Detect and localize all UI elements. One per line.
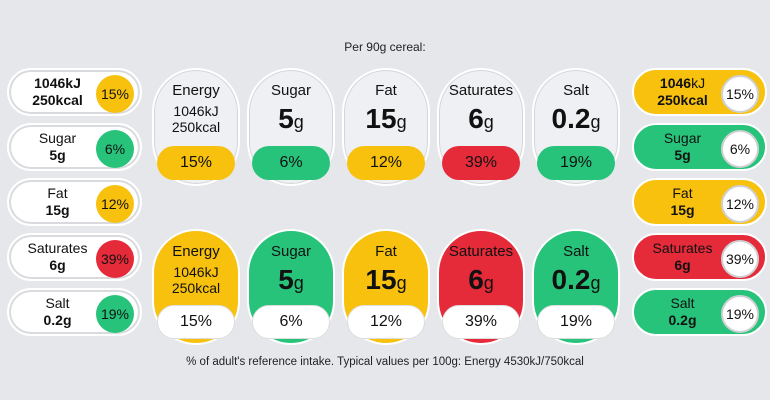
top-fat-card: Fat 15g 12% bbox=[342, 68, 430, 186]
card-pct: 15% bbox=[157, 305, 235, 339]
bottom-sugar-card: Sugar 5g 6% bbox=[247, 229, 335, 345]
energy-kcal: 250kcal bbox=[657, 92, 708, 108]
right-label-column: 1046kJ 250kcal 15% Sugar 5g 6% Fat 15g 12% … bbox=[632, 68, 767, 336]
top-label-row: Energy 1046kJ 250kcal 15% Sugar 5g 6% Fat… bbox=[152, 68, 620, 186]
card-value: 0.2 bbox=[551, 103, 591, 134]
sugar-value: 5g bbox=[49, 147, 66, 163]
card-unit: g bbox=[483, 273, 494, 293]
sugar-pct-circle: 6% bbox=[96, 130, 134, 168]
card-name: Energy bbox=[172, 243, 220, 260]
right-salt-pill: Salt 0.2g 19% bbox=[632, 288, 767, 336]
card-pct: 39% bbox=[442, 146, 520, 180]
left-sugar-pill: Sugar 5g 6% bbox=[7, 123, 142, 171]
top-salt-card: Salt 0.2g 19% bbox=[532, 68, 620, 186]
card-value: 15 bbox=[365, 264, 397, 295]
card-unit: g bbox=[590, 112, 601, 132]
card-unit: g bbox=[396, 273, 407, 293]
card-pct: 15% bbox=[157, 146, 235, 180]
card-value: 6 bbox=[468, 264, 484, 295]
card-unit: g bbox=[293, 112, 304, 132]
card-unit: g bbox=[483, 112, 494, 132]
left-fat-pill: Fat 15g 12% bbox=[7, 178, 142, 226]
left-label-column: 1046kJ 250kcal 15% Sugar 5g 6% Fat 15g 12% … bbox=[7, 68, 142, 336]
card-pct: 12% bbox=[347, 146, 425, 180]
salt-name: Salt bbox=[45, 295, 70, 311]
left-salt-pill: Salt 0.2g 19% bbox=[7, 288, 142, 336]
card-name: Fat bbox=[375, 243, 397, 260]
left-saturates-pill: Saturates 6g 39% bbox=[7, 233, 142, 281]
energy-pct-circle: 15% bbox=[96, 75, 134, 113]
bottom-label-row: Energy 1046kJ 250kcal 15% Sugar 5g 6% Fat… bbox=[152, 229, 620, 345]
card-unit: g bbox=[396, 112, 407, 132]
card-name: Fat bbox=[375, 82, 397, 99]
sugar-pct-circle: 6% bbox=[721, 130, 759, 168]
saturates-name: Saturates bbox=[652, 240, 713, 256]
energy-kj-unit: kJ bbox=[691, 75, 706, 91]
salt-value: 0.2g bbox=[668, 312, 697, 328]
fat-pct-circle: 12% bbox=[96, 185, 134, 223]
card-pct: 39% bbox=[442, 305, 520, 339]
card-pct: 6% bbox=[252, 305, 330, 339]
card-unit: g bbox=[590, 273, 601, 293]
card-name: Energy bbox=[172, 82, 220, 99]
right-fat-pill: Fat 15g 12% bbox=[632, 178, 767, 226]
salt-name: Salt bbox=[670, 295, 695, 311]
card-value: 5 bbox=[278, 264, 294, 295]
energy-kj: 1046kJ bbox=[34, 75, 81, 91]
energy-kj: 1046 bbox=[659, 75, 692, 91]
fat-pct-circle: 12% bbox=[721, 185, 759, 223]
card-unit: g bbox=[293, 273, 304, 293]
energy-pct-circle: 15% bbox=[721, 75, 759, 113]
card-kcal: 250kcal bbox=[171, 280, 221, 296]
fat-value: 15g bbox=[45, 202, 70, 218]
card-pct: 19% bbox=[537, 305, 615, 339]
fat-value: 15g bbox=[670, 202, 695, 218]
card-pct: 12% bbox=[347, 305, 425, 339]
bottom-energy-card: Energy 1046kJ 250kcal 15% bbox=[152, 229, 240, 345]
card-name: Salt bbox=[563, 82, 589, 99]
card-value: 15 bbox=[365, 103, 397, 134]
bottom-salt-card: Salt 0.2g 19% bbox=[532, 229, 620, 345]
right-energy-pill: 1046kJ 250kcal 15% bbox=[632, 68, 767, 116]
card-pct: 19% bbox=[537, 146, 615, 180]
saturates-pct-circle: 39% bbox=[96, 240, 134, 278]
sugar-name: Sugar bbox=[663, 130, 702, 146]
fat-name: Fat bbox=[672, 185, 693, 201]
card-name: Salt bbox=[563, 243, 589, 260]
saturates-name: Saturates bbox=[27, 240, 88, 256]
bottom-fat-card: Fat 15g 12% bbox=[342, 229, 430, 345]
top-sugar-card: Sugar 5g 6% bbox=[247, 68, 335, 186]
card-name: Saturates bbox=[448, 243, 514, 260]
sugar-name: Sugar bbox=[38, 130, 77, 146]
card-value: 5 bbox=[278, 103, 294, 134]
card-name: Sugar bbox=[270, 82, 312, 99]
energy-kcal: 250kcal bbox=[32, 92, 83, 108]
right-sugar-pill: Sugar 5g 6% bbox=[632, 123, 767, 171]
bottom-saturates-card: Saturates 6g 39% bbox=[437, 229, 525, 345]
salt-pct-circle: 19% bbox=[721, 295, 759, 333]
salt-value: 0.2g bbox=[43, 312, 72, 328]
card-name: Sugar bbox=[270, 243, 312, 260]
left-energy-pill: 1046kJ 250kcal 15% bbox=[7, 68, 142, 116]
card-value: 6 bbox=[468, 103, 484, 134]
saturates-value: 6g bbox=[674, 257, 691, 273]
per-serving-caption: Per 90g cereal: bbox=[344, 40, 426, 54]
salt-pct-circle: 19% bbox=[96, 295, 134, 333]
saturates-pct-circle: 39% bbox=[721, 240, 759, 278]
sugar-value: 5g bbox=[674, 147, 691, 163]
fat-name: Fat bbox=[47, 185, 68, 201]
card-pct: 6% bbox=[252, 146, 330, 180]
card-kj: 1046kJ bbox=[173, 264, 219, 280]
top-saturates-card: Saturates 6g 39% bbox=[437, 68, 525, 186]
card-value: 0.2 bbox=[551, 264, 591, 295]
card-kcal: 250kcal bbox=[171, 119, 221, 135]
reference-intake-footnote: % of adult's reference intake. Typical v… bbox=[186, 356, 584, 368]
card-kj: 1046kJ bbox=[173, 103, 219, 119]
top-energy-card: Energy 1046kJ 250kcal 15% bbox=[152, 68, 240, 186]
card-name: Saturates bbox=[448, 82, 514, 99]
saturates-value: 6g bbox=[49, 257, 66, 273]
right-saturates-pill: Saturates 6g 39% bbox=[632, 233, 767, 281]
